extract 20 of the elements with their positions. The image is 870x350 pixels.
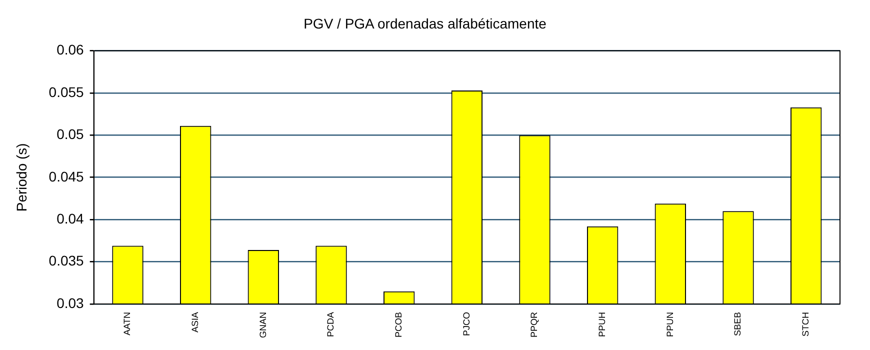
x-tick-label: ASIA xyxy=(190,312,200,333)
y-tick-label: 0.045 xyxy=(48,168,84,184)
x-tick-label: GNAN xyxy=(258,312,268,338)
y-tick-label: 0.035 xyxy=(48,252,84,269)
x-tick-label: PCOB xyxy=(394,312,404,338)
x-tick-label: AATN xyxy=(122,312,132,336)
y-tick-label: 0.03 xyxy=(56,294,84,311)
x-tick-label: PCDA xyxy=(326,312,336,338)
y-tick-label: 0.055 xyxy=(48,84,84,100)
x-tick-label: SBEB xyxy=(732,312,743,336)
x-tick-label: STCH xyxy=(800,312,811,336)
y-tick-label: 0.06 xyxy=(56,42,84,58)
x-tick-label: PPUH xyxy=(597,312,608,338)
x-tick-label: PPUN xyxy=(664,312,675,338)
chart-title: PGV / PGA ordenadas alfabéticamente xyxy=(304,15,547,32)
y-tick-label: 0.05 xyxy=(56,126,84,142)
x-tick-label: PPQR xyxy=(529,312,540,338)
y-tick-label: 0.04 xyxy=(56,210,84,226)
y-axis-title: Periodo (s) xyxy=(13,143,30,212)
x-tick-label: PJCO xyxy=(461,312,472,336)
